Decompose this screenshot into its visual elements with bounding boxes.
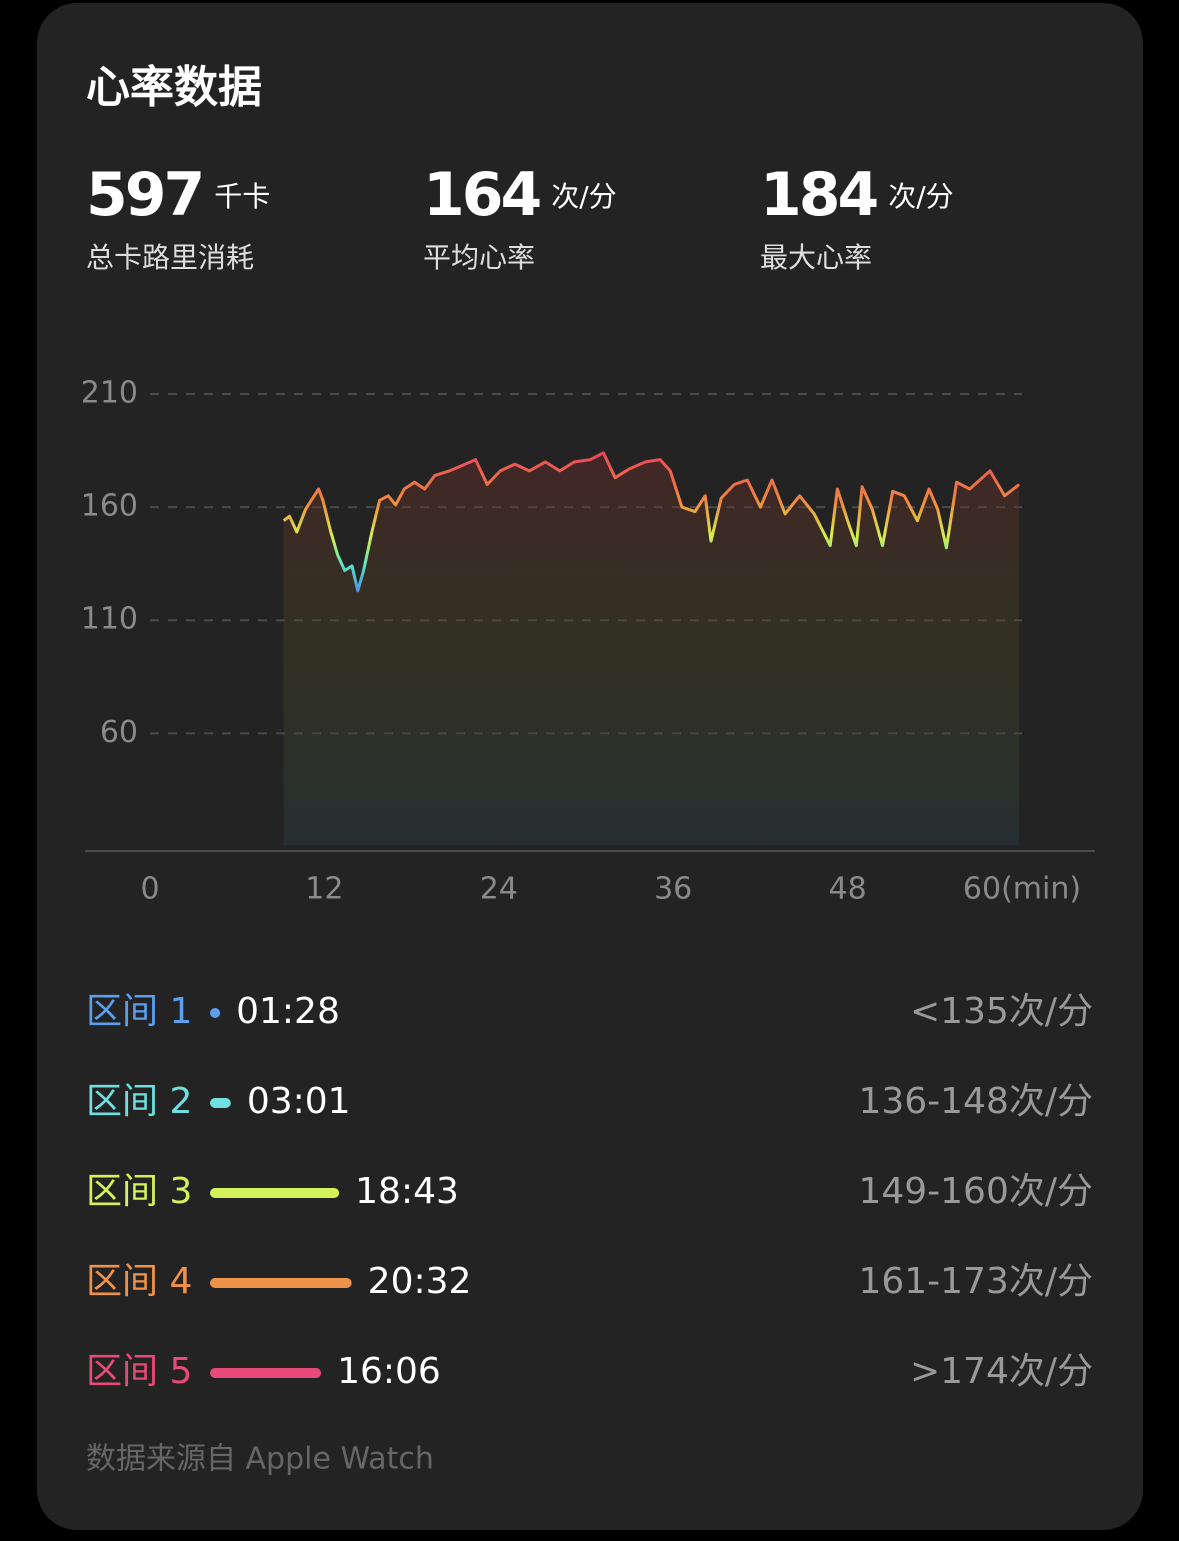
x-tick-label: 24 — [480, 872, 518, 907]
zone-range: 161-173次/分 — [858, 1261, 1093, 1302]
zone-name: 区间 3 — [86, 1171, 192, 1212]
stat-unit: 千卡 — [214, 180, 270, 213]
zone-name: 区间 1 — [86, 991, 192, 1032]
data-source: 数据来源自 Apple Watch — [86, 1442, 434, 1477]
stat-line: 164 次/分 — [423, 160, 617, 230]
zone-duration: 16:06 — [337, 1351, 441, 1392]
zone-bar — [210, 1278, 352, 1288]
heart-rate-area — [283, 452, 1020, 845]
zone-range: 136-148次/分 — [858, 1081, 1093, 1122]
y-tick-label: 210 — [81, 376, 138, 411]
x-tick-label: 48 — [829, 872, 867, 907]
zone-duration: 01:28 — [236, 991, 340, 1032]
zone-duration: 18:43 — [355, 1171, 459, 1212]
x-tick-label: 36 — [654, 872, 692, 907]
stat-unit: 次/分 — [551, 180, 616, 213]
stat-value: 597 — [86, 160, 202, 230]
x-tick-label: 60(min) — [963, 872, 1081, 907]
stat-value: 184 — [760, 160, 876, 230]
zone-range: 149-160次/分 — [858, 1171, 1093, 1212]
heart-rate-line — [282, 451, 1021, 593]
x-tick-label: 12 — [305, 872, 343, 907]
x-tick-label: 0 — [140, 872, 159, 907]
zone-bar — [210, 1008, 221, 1018]
zone-duration: 03:01 — [247, 1081, 351, 1122]
stat-label: 总卡路里消耗 — [86, 241, 254, 274]
stat-label: 最大心率 — [760, 241, 872, 274]
stat-line: 184 次/分 — [760, 160, 954, 230]
zone-name: 区间 2 — [86, 1081, 192, 1122]
zone-bar — [210, 1368, 322, 1378]
card-title: 心率数据 — [86, 62, 262, 113]
stat-line: 597 千卡 — [86, 160, 270, 230]
zone-name: 区间 5 — [86, 1351, 192, 1392]
y-tick-label: 110 — [81, 602, 138, 637]
zone-bar — [210, 1188, 340, 1198]
zone-range: <135次/分 — [910, 991, 1093, 1032]
y-tick-label: 160 — [81, 489, 138, 524]
stat-value: 164 — [423, 160, 539, 230]
stat-label: 平均心率 — [423, 241, 535, 274]
zone-bar — [210, 1098, 231, 1108]
zone-duration: 20:32 — [368, 1261, 472, 1302]
stat-unit: 次/分 — [888, 180, 953, 213]
zone-range: >174次/分 — [910, 1351, 1093, 1392]
y-tick-label: 60 — [100, 715, 138, 750]
zone-name: 区间 4 — [86, 1261, 192, 1302]
